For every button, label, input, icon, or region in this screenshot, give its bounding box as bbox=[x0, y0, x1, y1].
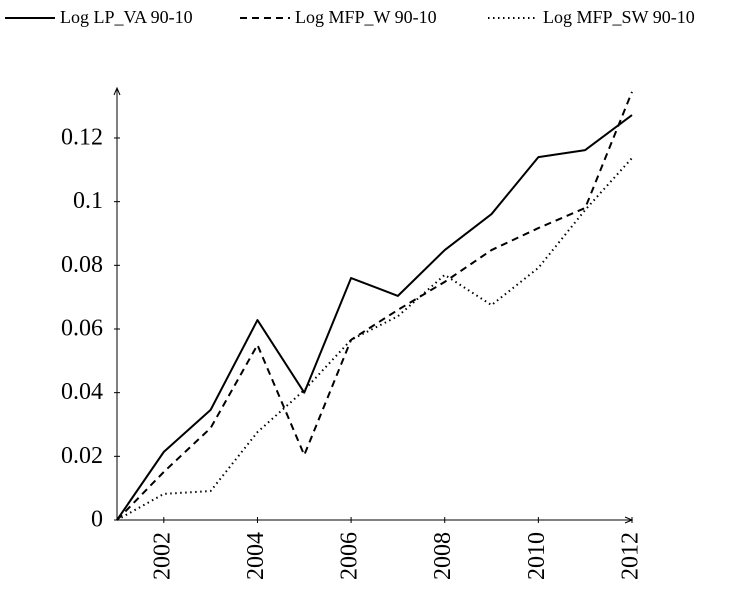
y-tick-label: 0.12 bbox=[61, 124, 103, 150]
x-tick-label: 2002 bbox=[149, 532, 175, 580]
x-tick-label: 2004 bbox=[243, 532, 269, 580]
y-tick-label: 0.06 bbox=[61, 315, 103, 341]
series-line bbox=[116, 114, 633, 521]
x-tick-label: 2006 bbox=[337, 532, 363, 580]
y-tick-label: 0.02 bbox=[61, 443, 103, 469]
y-tick-label: 0 bbox=[91, 507, 103, 533]
y-tick-label: 0.08 bbox=[61, 252, 103, 278]
y-tick-label: 0.1 bbox=[73, 188, 103, 214]
legend-label: Log MFP_W 90-10 bbox=[295, 7, 437, 27]
x-tick-label: 2012 bbox=[618, 532, 644, 580]
series-line bbox=[116, 91, 633, 521]
x-tick-label: 2008 bbox=[430, 532, 456, 580]
legend-label: Log LP_VA 90-10 bbox=[60, 7, 193, 27]
legend-label: Log MFP_SW 90-10 bbox=[543, 7, 695, 27]
series-line bbox=[116, 157, 633, 521]
y-tick-label: 0.04 bbox=[61, 379, 103, 405]
x-tick-label: 2010 bbox=[524, 532, 550, 580]
y-axis-arrow bbox=[113, 86, 121, 96]
